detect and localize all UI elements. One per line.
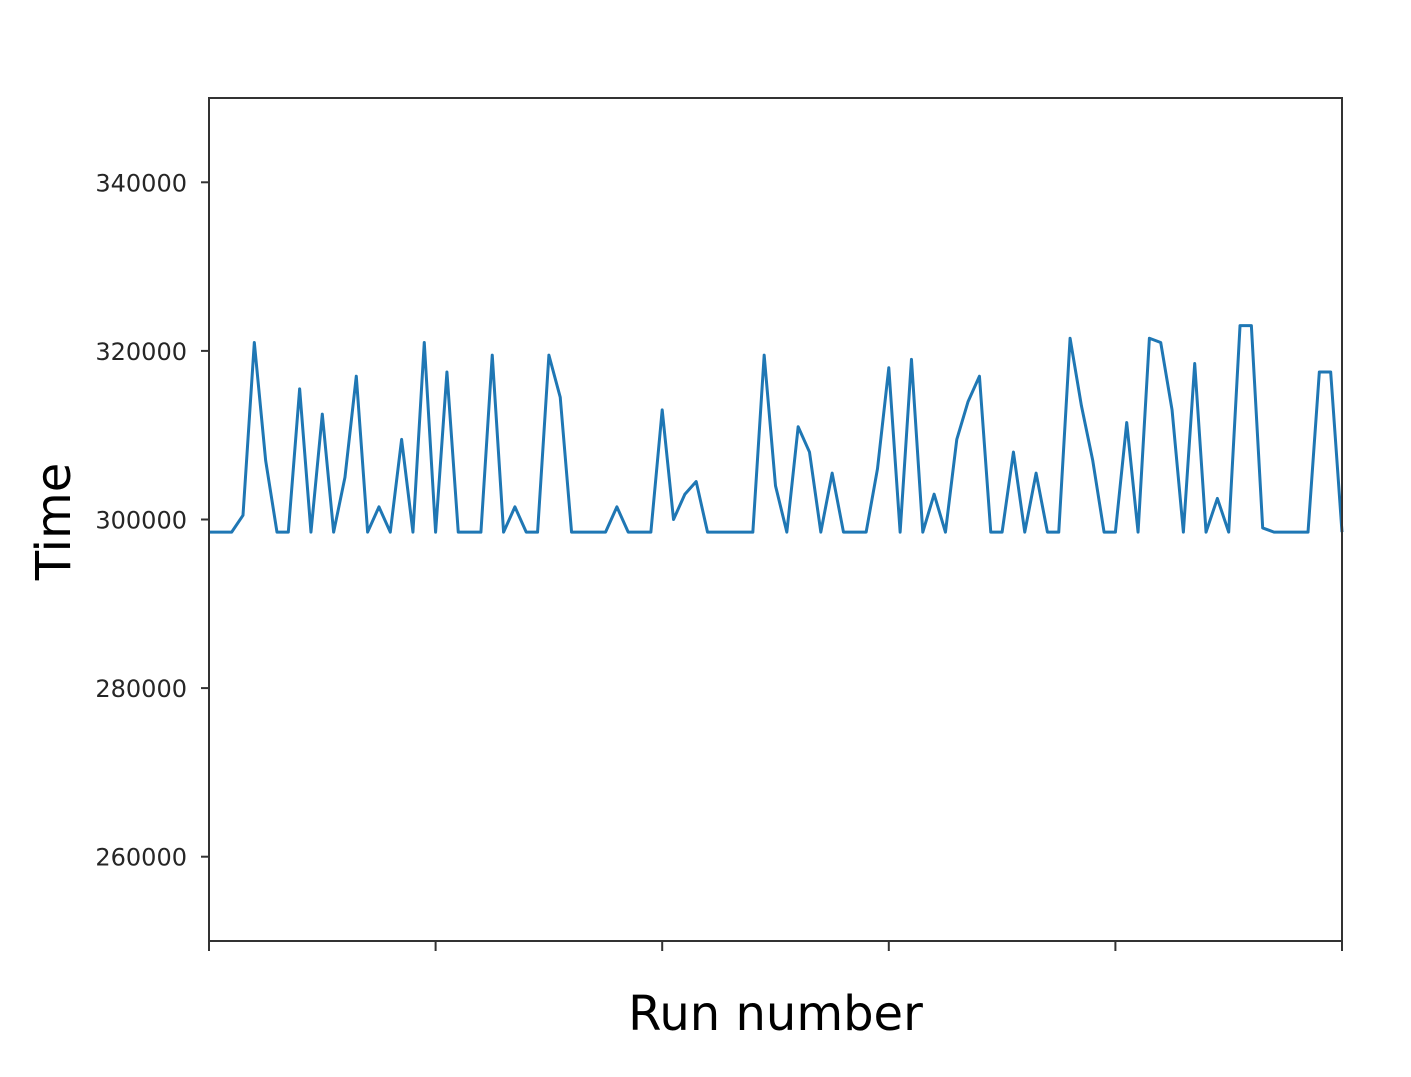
y-tick-label: 340000 <box>95 169 187 197</box>
y-tick-label: 260000 <box>95 844 187 872</box>
y-axis-title: Time <box>26 463 82 581</box>
series-line <box>209 324 1344 534</box>
y-tick-label: 320000 <box>95 338 187 366</box>
x-axis-title: Run number <box>628 986 923 1042</box>
plot-frame <box>208 97 1343 942</box>
y-tick-label: 280000 <box>95 675 187 703</box>
y-tick-label: 300000 <box>95 507 187 535</box>
series-layer <box>209 324 1344 534</box>
y-axis-ticks: 260000 280000 300000 320000 340000 <box>95 169 209 872</box>
x-axis-ticks <box>208 941 1343 951</box>
